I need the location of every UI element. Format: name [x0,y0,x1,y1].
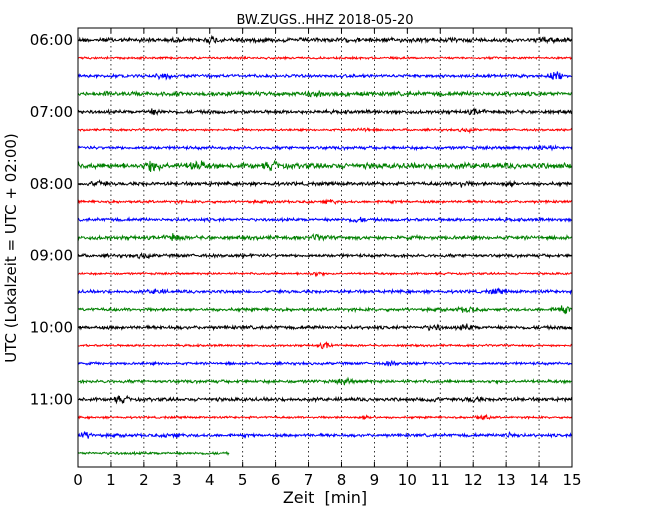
trace-line-0700 [77,107,573,117]
grid-lines [110,28,540,467]
y-tick-label: 06:00 [30,31,73,49]
x-tick-label: 12 [464,471,483,489]
chart-title: BW.ZUGS..HHZ 2018-05-20 [236,13,413,28]
trace-line-0830 [77,216,573,224]
trace-line-0715 [77,127,573,134]
x-tick-label: 1 [106,471,116,489]
trace-line-1030 [77,359,573,367]
trace-line-1115 [77,413,573,421]
x-axis: 0 1 2 3 4 5 6 7 8 9 10 11 12 13 14 15 [73,28,582,489]
y-axis: 06:00 07:00 08:00 09:00 10:00 11:00 [30,31,572,408]
trace-line-0600 [77,34,573,46]
trace-line-0815 [77,198,573,205]
trace-line-1000 [77,323,573,332]
x-tick-label: 5 [238,471,248,489]
trace-line-0745 [77,160,573,173]
trace-line-0945 [77,305,573,315]
trace-line-1130 [77,431,573,440]
trace-line-1100 [77,394,573,405]
x-tick-label: 6 [271,471,281,489]
x-tick-label: 3 [172,471,182,489]
x-tick-label: 15 [562,471,581,489]
x-tick-label: 7 [304,471,314,489]
x-tick-label: 11 [431,471,450,489]
x-tick-label: 14 [530,471,549,489]
trace-line-1145 [77,450,230,456]
trace-line-0930 [77,287,573,296]
x-axis-label: Zeit [min] [283,488,367,507]
y-tick-label: 09:00 [30,247,73,265]
x-tick-label: 13 [497,471,516,489]
trace-series [77,34,573,456]
trace-line-0730 [77,144,573,152]
trace-line-0845 [77,232,572,242]
trace-line-1045 [78,376,573,386]
x-tick-label: 4 [205,471,215,489]
trace-line-0800 [77,179,572,188]
y-axis-label: UTC (Lokalzeit = UTC + 02:00) [2,133,20,363]
x-tick-label: 9 [370,471,380,489]
plot-area-frame [77,27,573,468]
y-tick-label: 07:00 [30,103,73,121]
x-tick-label: 8 [337,471,347,489]
trace-line-0645 [77,89,573,98]
trace-line-0900 [77,251,573,260]
x-tick-label: 0 [73,471,83,489]
y-tick-label: 10:00 [30,319,73,337]
trace-line-1015 [77,341,572,350]
y-tick-label: 08:00 [30,175,73,193]
trace-line-0630 [77,71,572,81]
trace-line-0615 [77,55,572,61]
x-tick-label: 10 [398,471,417,489]
y-tick-label: 11:00 [30,390,73,408]
trace-line-0915 [77,271,573,278]
x-tick-label: 2 [139,471,149,489]
